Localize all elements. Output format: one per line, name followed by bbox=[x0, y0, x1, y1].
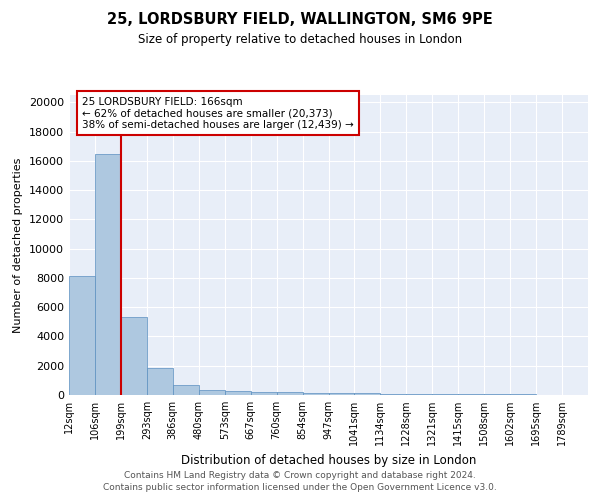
Bar bbox=[95, 154, 121, 395]
Text: 25 LORDSBURY FIELD: 166sqm
← 62% of detached houses are smaller (20,373)
38% of : 25 LORDSBURY FIELD: 166sqm ← 62% of deta… bbox=[82, 96, 354, 130]
Bar bbox=[277, 392, 302, 395]
Bar bbox=[432, 394, 458, 395]
Bar bbox=[224, 391, 251, 395]
Bar bbox=[510, 394, 536, 395]
Bar bbox=[173, 386, 199, 395]
Text: Contains HM Land Registry data © Crown copyright and database right 2024.
Contai: Contains HM Land Registry data © Crown c… bbox=[103, 471, 497, 492]
Bar bbox=[147, 368, 173, 395]
Bar bbox=[302, 392, 329, 395]
Bar bbox=[121, 318, 147, 395]
Bar bbox=[329, 393, 355, 395]
Y-axis label: Number of detached properties: Number of detached properties bbox=[13, 158, 23, 332]
Text: 25, LORDSBURY FIELD, WALLINGTON, SM6 9PE: 25, LORDSBURY FIELD, WALLINGTON, SM6 9PE bbox=[107, 12, 493, 28]
Bar bbox=[199, 390, 224, 395]
Bar bbox=[484, 394, 510, 395]
Bar bbox=[406, 394, 432, 395]
Bar bbox=[69, 276, 95, 395]
Bar bbox=[355, 394, 380, 395]
X-axis label: Distribution of detached houses by size in London: Distribution of detached houses by size … bbox=[181, 454, 476, 466]
Bar bbox=[380, 394, 406, 395]
Text: Size of property relative to detached houses in London: Size of property relative to detached ho… bbox=[138, 32, 462, 46]
Bar bbox=[251, 392, 277, 395]
Bar bbox=[458, 394, 484, 395]
